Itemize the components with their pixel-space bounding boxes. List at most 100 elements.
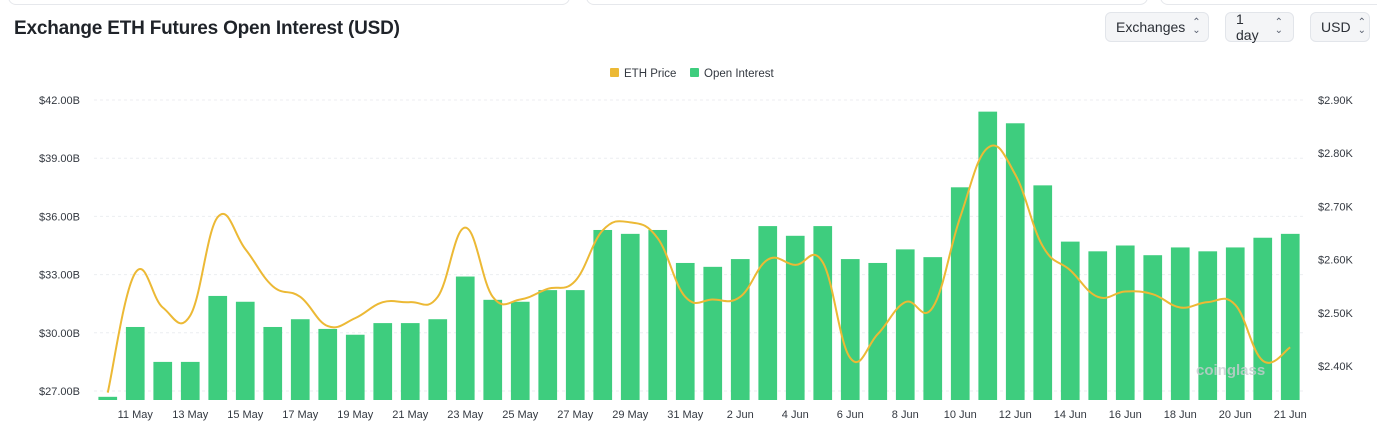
chevron-updown-icon: ⌃ ⌄ [1357, 17, 1366, 36]
x-tick-label: 14 Jun [1054, 409, 1087, 421]
open-interest-bar [1170, 247, 1190, 400]
open-interest-bar [565, 290, 585, 400]
x-tick-label: 8 Jun [892, 409, 919, 421]
legend-label-open-interest: Open Interest [704, 68, 774, 80]
open-interest-bar [593, 229, 613, 400]
right-tick-label: $2.90K [1318, 95, 1354, 107]
left-tick-label: $39.00B [39, 153, 80, 165]
open-interest-bar [1225, 247, 1245, 400]
open-interest-bar [675, 262, 695, 400]
chart-area: ETH Price Open Interest $27.00B $30.00B $33… [0, 52, 1377, 430]
x-tick-label: 11 May [118, 409, 154, 421]
oi-chart-svg: ETH Price Open Interest $27.00B $30.00B $33… [39, 68, 1354, 421]
open-interest-bar [98, 396, 118, 400]
open-interest-bar [290, 319, 310, 400]
eth-price-series-line [106, 144, 1291, 393]
exchanges-select-label: Exchanges [1116, 19, 1186, 35]
chevron-updown-icon: ⌃ ⌄ [1192, 17, 1201, 36]
right-tick-label: $2.40K [1318, 361, 1354, 373]
open-interest-bar [758, 226, 778, 400]
x-tick-label: 10 Jun [944, 409, 977, 421]
open-interest-bar [235, 301, 255, 400]
open-interest-bar [538, 290, 558, 400]
open-interest-bar [455, 276, 475, 400]
open-interest-bar [703, 266, 723, 400]
x-tick-label: 6 Jun [837, 409, 864, 421]
page-title: Exchange ETH Futures Open Interest (USD) [14, 18, 400, 39]
x-tick-label: 21 Jun [1274, 409, 1307, 421]
x-tick-label: 20 Jun [1219, 409, 1252, 421]
right-tick-label: $2.50K [1318, 308, 1354, 320]
currency-select[interactable]: USD ⌃ ⌄ [1310, 12, 1370, 42]
right-axis-ticks: $2.40K $2.50K $2.60K $2.70K $2.80K $2.90K [1318, 95, 1354, 373]
x-tick-label: 16 Jun [1109, 409, 1142, 421]
open-interest-bar [648, 229, 668, 400]
open-interest-bar [1198, 251, 1218, 400]
open-interest-bar [125, 326, 145, 400]
open-interest-bar [373, 323, 393, 400]
legend-label-eth-price: ETH Price [624, 68, 676, 80]
open-interest-bar [345, 334, 365, 400]
x-tick-label: 19 May [337, 409, 374, 421]
open-interest-bar [923, 257, 943, 400]
open-interest-bar [318, 328, 338, 400]
x-tick-label: 25 May [502, 409, 539, 421]
coinglass-watermark: coinglass [1196, 362, 1266, 379]
x-tick-label: 23 May [447, 409, 484, 421]
open-interest-bar [1088, 251, 1108, 400]
right-tick-label: $2.80K [1318, 148, 1354, 160]
open-interest-bar [840, 259, 860, 400]
eth-price-line [106, 144, 1291, 393]
x-tick-label: 21 May [392, 409, 429, 421]
exchanges-select[interactable]: Exchanges ⌃ ⌄ [1105, 12, 1209, 42]
open-interest-bar [620, 233, 640, 400]
open-interest-bar [785, 235, 805, 400]
left-axis-ticks: $27.00B $30.00B $33.00B $36.00B $39.00B $42.0… [39, 95, 80, 398]
open-interest-bar [868, 262, 888, 400]
open-interest-bar [1060, 241, 1080, 400]
left-tick-label: $33.00B [39, 270, 80, 282]
open-interest-bar [895, 249, 915, 400]
open-interest-bar [483, 299, 503, 400]
open-interest-bar [263, 326, 283, 400]
legend-swatch-eth-price [610, 68, 619, 77]
x-tick-label: 15 May [227, 409, 264, 421]
open-interest-bar [180, 361, 200, 400]
open-interest-bar [813, 226, 833, 400]
open-interest-bar [1033, 185, 1053, 400]
x-tick-label: 2 Jun [727, 409, 754, 421]
x-tick-label: 18 Jun [1164, 409, 1197, 421]
open-interest-bar [510, 301, 530, 400]
open-interest-bar [1280, 233, 1300, 400]
x-tick-label: 31 May [667, 409, 704, 421]
open-interest-bar [1143, 255, 1163, 400]
open-interest-bar [1253, 237, 1273, 400]
x-tick-label: 27 May [557, 409, 594, 421]
open-interest-bar [1005, 123, 1025, 400]
open-interest-bar [428, 319, 448, 400]
interval-select-label: 1 day [1236, 11, 1259, 43]
left-tick-label: $30.00B [39, 328, 80, 340]
interval-select[interactable]: 1 day ⌃ ⌄ [1225, 11, 1294, 43]
chevron-updown-icon: ⌃ ⌄ [1274, 17, 1283, 36]
top-panel-edge-right [1160, 0, 1377, 5]
x-tick-label: 13 May [172, 409, 209, 421]
top-panel-edge-left [8, 0, 570, 5]
left-tick-label: $42.00B [39, 95, 80, 107]
left-tick-label: $36.00B [39, 211, 80, 223]
currency-select-label: USD [1321, 19, 1351, 35]
open-interest-bar [1115, 245, 1135, 400]
x-tick-label: 4 Jun [782, 409, 809, 421]
open-interest-bar [950, 187, 970, 400]
open-interest-bar [978, 111, 998, 400]
open-interest-bars [98, 111, 1300, 400]
open-interest-bar [400, 323, 420, 400]
top-panel-edge-middle [586, 0, 1148, 5]
open-interest-bar [153, 361, 173, 400]
top-edge [0, 0, 1377, 8]
x-axis-ticks: 11 May 13 May 15 May 17 May 19 May 21 May 23 M… [118, 409, 1307, 421]
legend-swatch-open-interest [690, 68, 699, 77]
open-interest-bar [730, 259, 750, 400]
x-tick-label: 29 May [612, 409, 649, 421]
left-tick-label: $27.00B [39, 386, 80, 398]
